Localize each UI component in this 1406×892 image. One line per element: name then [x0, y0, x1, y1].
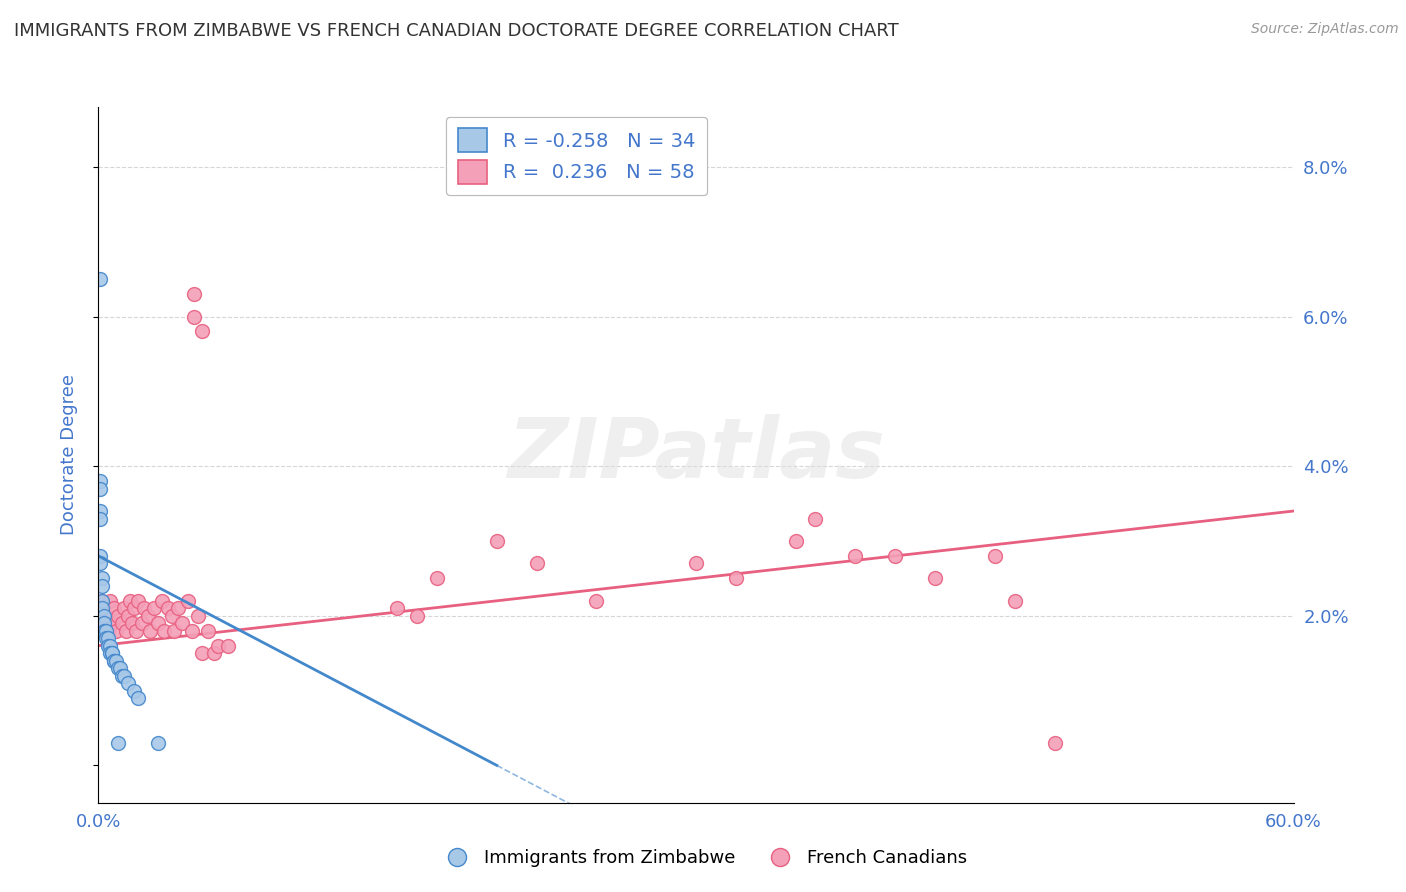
Point — [124, 601, 146, 615]
Point — [89, 482, 111, 496]
Point — [89, 511, 111, 525]
Point — [97, 639, 120, 653]
Point — [91, 571, 114, 585]
Point — [91, 594, 114, 608]
Point — [89, 549, 111, 563]
Point — [100, 646, 122, 660]
Point — [217, 639, 239, 653]
Point — [844, 549, 866, 563]
Point — [1043, 736, 1066, 750]
Point — [112, 601, 135, 615]
Point — [163, 624, 186, 638]
Point — [177, 594, 200, 608]
Point — [585, 594, 607, 608]
Point — [91, 594, 114, 608]
Point — [117, 608, 139, 623]
Point — [121, 616, 143, 631]
Point — [1004, 594, 1026, 608]
Point — [107, 608, 129, 623]
Point — [125, 624, 148, 638]
Point — [485, 533, 508, 548]
Point — [157, 601, 180, 615]
Point — [148, 736, 170, 750]
Point — [139, 624, 162, 638]
Point — [97, 624, 120, 638]
Point — [143, 601, 166, 615]
Point — [100, 639, 122, 653]
Point — [91, 601, 114, 615]
Point — [117, 676, 139, 690]
Point — [183, 287, 205, 301]
Point — [127, 691, 149, 706]
Point — [385, 601, 409, 615]
Point — [120, 594, 142, 608]
Point — [426, 571, 449, 585]
Text: Source: ZipAtlas.com: Source: ZipAtlas.com — [1251, 22, 1399, 37]
Point — [91, 579, 114, 593]
Point — [924, 571, 946, 585]
Point — [191, 325, 214, 339]
Point — [93, 608, 115, 623]
Point — [97, 631, 120, 645]
Text: ZIPatlas: ZIPatlas — [508, 415, 884, 495]
Point — [160, 608, 183, 623]
Point — [103, 654, 125, 668]
Point — [112, 668, 135, 682]
Point — [115, 624, 138, 638]
Point — [724, 571, 747, 585]
Point — [111, 616, 134, 631]
Point — [96, 624, 118, 638]
Point — [96, 608, 118, 623]
Point — [93, 616, 115, 631]
Point — [181, 624, 204, 638]
Point — [89, 557, 111, 571]
Text: IMMIGRANTS FROM ZIMBABWE VS FRENCH CANADIAN DOCTORATE DEGREE CORRELATION CHART: IMMIGRANTS FROM ZIMBABWE VS FRENCH CANAD… — [14, 22, 898, 40]
Point — [183, 310, 205, 324]
Point — [110, 661, 132, 675]
Point — [191, 646, 214, 660]
Y-axis label: Doctorate Degree: Doctorate Degree — [59, 375, 77, 535]
Point — [685, 557, 707, 571]
Point — [207, 639, 229, 653]
Point — [89, 504, 111, 518]
Legend: Immigrants from Zimbabwe, French Canadians: Immigrants from Zimbabwe, French Canadia… — [432, 842, 974, 874]
Point — [124, 683, 146, 698]
Point — [107, 736, 129, 750]
Point — [89, 474, 111, 488]
Point — [172, 616, 194, 631]
Point — [105, 624, 128, 638]
Point — [127, 594, 149, 608]
Point — [105, 654, 128, 668]
Point — [93, 624, 115, 638]
Point — [148, 616, 170, 631]
Legend: R = -0.258   N = 34, R =  0.236   N = 58: R = -0.258 N = 34, R = 0.236 N = 58 — [446, 117, 707, 195]
Point — [103, 601, 125, 615]
Point — [167, 601, 190, 615]
Point — [131, 616, 153, 631]
Point — [111, 668, 134, 682]
Point — [153, 624, 176, 638]
Point — [100, 594, 122, 608]
Point — [103, 654, 125, 668]
Point — [107, 661, 129, 675]
Point — [202, 646, 225, 660]
Point — [96, 631, 118, 645]
Point — [884, 549, 907, 563]
Point — [134, 601, 156, 615]
Point — [136, 608, 159, 623]
Point — [406, 608, 429, 623]
Point — [526, 557, 548, 571]
Point — [785, 533, 807, 548]
Point — [101, 646, 124, 660]
Point — [101, 646, 124, 660]
Point — [150, 594, 173, 608]
Point — [197, 624, 219, 638]
Point — [804, 511, 827, 525]
Point — [93, 616, 115, 631]
Point — [187, 608, 209, 623]
Point — [984, 549, 1007, 563]
Point — [89, 272, 111, 286]
Point — [101, 616, 124, 631]
